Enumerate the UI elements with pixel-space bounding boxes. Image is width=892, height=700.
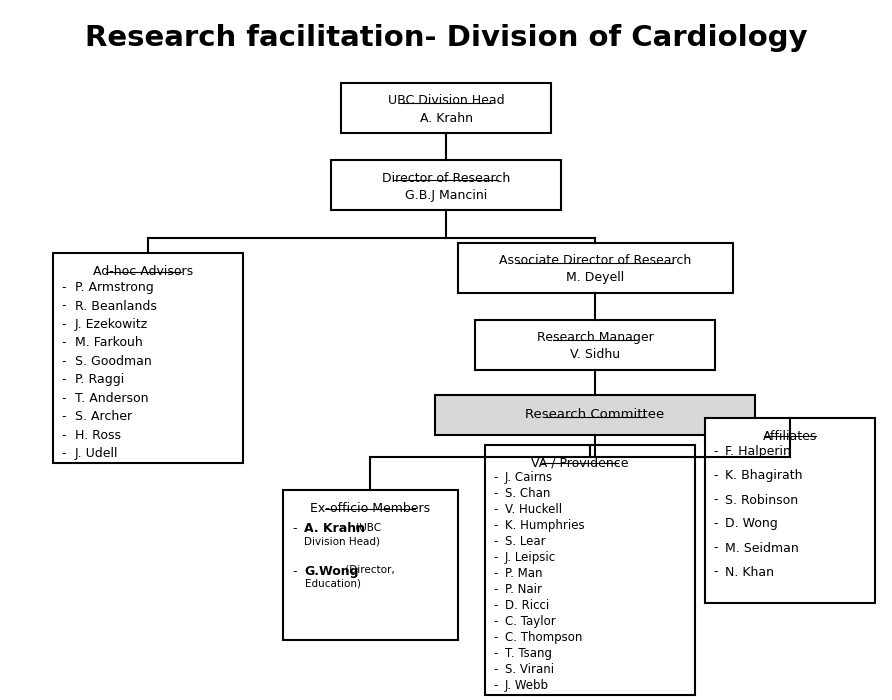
Text: -: - — [493, 647, 498, 660]
Text: -: - — [493, 679, 498, 692]
Text: Director of Research: Director of Research — [382, 172, 510, 185]
Text: -: - — [493, 631, 498, 644]
Text: -: - — [713, 517, 717, 531]
Text: -: - — [61, 355, 65, 368]
Text: -: - — [61, 410, 65, 424]
Text: A. Krahn: A. Krahn — [419, 111, 473, 125]
Text: Division Head): Division Head) — [304, 536, 381, 546]
Text: V. Sidhu: V. Sidhu — [570, 349, 620, 361]
Text: -: - — [293, 565, 297, 578]
Text: D. Wong: D. Wong — [725, 517, 778, 531]
Text: -: - — [493, 583, 498, 596]
Text: -: - — [61, 300, 65, 312]
Text: S. Virani: S. Virani — [505, 663, 554, 676]
Text: -: - — [493, 663, 498, 676]
Text: Education): Education) — [304, 579, 360, 589]
FancyBboxPatch shape — [341, 83, 551, 133]
Text: -: - — [493, 615, 498, 628]
FancyBboxPatch shape — [435, 395, 755, 435]
FancyBboxPatch shape — [458, 243, 732, 293]
Text: Research facilitation- Division of Cardiology: Research facilitation- Division of Cardi… — [85, 24, 807, 52]
FancyBboxPatch shape — [283, 490, 458, 640]
Text: S. Archer: S. Archer — [75, 410, 132, 424]
Text: J. Leipsic: J. Leipsic — [505, 551, 556, 564]
FancyBboxPatch shape — [485, 445, 695, 695]
Text: -: - — [493, 599, 498, 612]
Text: -: - — [493, 567, 498, 580]
Text: -: - — [61, 447, 65, 461]
Text: Research Manager: Research Manager — [537, 332, 653, 344]
Text: -: - — [61, 318, 65, 331]
Text: -: - — [713, 542, 717, 554]
Text: -: - — [493, 551, 498, 564]
Text: S. Robinson: S. Robinson — [725, 494, 798, 507]
Text: K. Bhagirath: K. Bhagirath — [725, 470, 803, 482]
Text: G.Wong: G.Wong — [304, 565, 359, 578]
Text: -: - — [61, 374, 65, 386]
Text: Associate Director of Research: Associate Director of Research — [499, 255, 691, 267]
Text: UBC Division Head: UBC Division Head — [388, 94, 504, 108]
Text: S. Chan: S. Chan — [505, 487, 550, 500]
FancyBboxPatch shape — [331, 160, 561, 210]
Text: -: - — [713, 470, 717, 482]
Text: S. Goodman: S. Goodman — [75, 355, 152, 368]
Text: -: - — [493, 503, 498, 516]
Text: H. Ross: H. Ross — [75, 429, 121, 442]
Text: -: - — [493, 471, 498, 484]
Text: Research Committee: Research Committee — [525, 409, 665, 421]
Text: M. Seidman: M. Seidman — [725, 542, 798, 554]
Text: S. Lear: S. Lear — [505, 535, 546, 548]
Text: P. Man: P. Man — [505, 567, 542, 580]
Text: N. Khan: N. Khan — [725, 566, 774, 578]
Text: -: - — [493, 519, 498, 532]
Text: -: - — [293, 522, 297, 535]
Text: T. Tsang: T. Tsang — [505, 647, 552, 660]
Text: D. Ricci: D. Ricci — [505, 599, 549, 612]
Text: V. Huckell: V. Huckell — [505, 503, 562, 516]
FancyBboxPatch shape — [53, 253, 243, 463]
Text: -: - — [61, 281, 65, 294]
Text: J. Cairns: J. Cairns — [505, 471, 553, 484]
Text: M. Farkouh: M. Farkouh — [75, 337, 143, 349]
Text: R. Beanlands: R. Beanlands — [75, 300, 157, 312]
Text: -: - — [713, 566, 717, 578]
Text: J. Udell: J. Udell — [75, 447, 119, 461]
Text: -: - — [493, 535, 498, 548]
FancyBboxPatch shape — [475, 320, 715, 370]
Text: K. Humphries: K. Humphries — [505, 519, 584, 532]
Text: C. Thompson: C. Thompson — [505, 631, 582, 644]
Text: -: - — [61, 429, 65, 442]
Text: -: - — [61, 392, 65, 405]
Text: -: - — [493, 487, 498, 500]
Text: J. Webb: J. Webb — [505, 679, 549, 692]
Text: G.B.J Mancini: G.B.J Mancini — [405, 188, 487, 202]
Text: Ex-officio Members: Ex-officio Members — [310, 502, 430, 515]
Text: A. Krahn: A. Krahn — [304, 522, 366, 535]
Text: -: - — [61, 337, 65, 349]
Text: C. Taylor: C. Taylor — [505, 615, 556, 628]
Text: T. Anderson: T. Anderson — [75, 392, 148, 405]
Text: Affiliates: Affiliates — [763, 430, 817, 442]
Text: -: - — [713, 494, 717, 507]
Text: P. Nair: P. Nair — [505, 583, 542, 596]
Text: -: - — [713, 445, 717, 458]
Text: (Director,: (Director, — [343, 565, 395, 575]
Text: J. Ezekowitz: J. Ezekowitz — [75, 318, 148, 331]
Text: (UBC: (UBC — [352, 522, 382, 532]
Text: VA / Providence: VA / Providence — [532, 456, 629, 469]
Text: P. Armstrong: P. Armstrong — [75, 281, 153, 294]
Text: P. Raggi: P. Raggi — [75, 374, 124, 386]
Text: M. Deyell: M. Deyell — [566, 272, 624, 284]
Text: Ad-hoc Advisors: Ad-hoc Advisors — [93, 265, 193, 278]
FancyBboxPatch shape — [705, 417, 875, 603]
Text: F. Halperin: F. Halperin — [725, 445, 791, 458]
